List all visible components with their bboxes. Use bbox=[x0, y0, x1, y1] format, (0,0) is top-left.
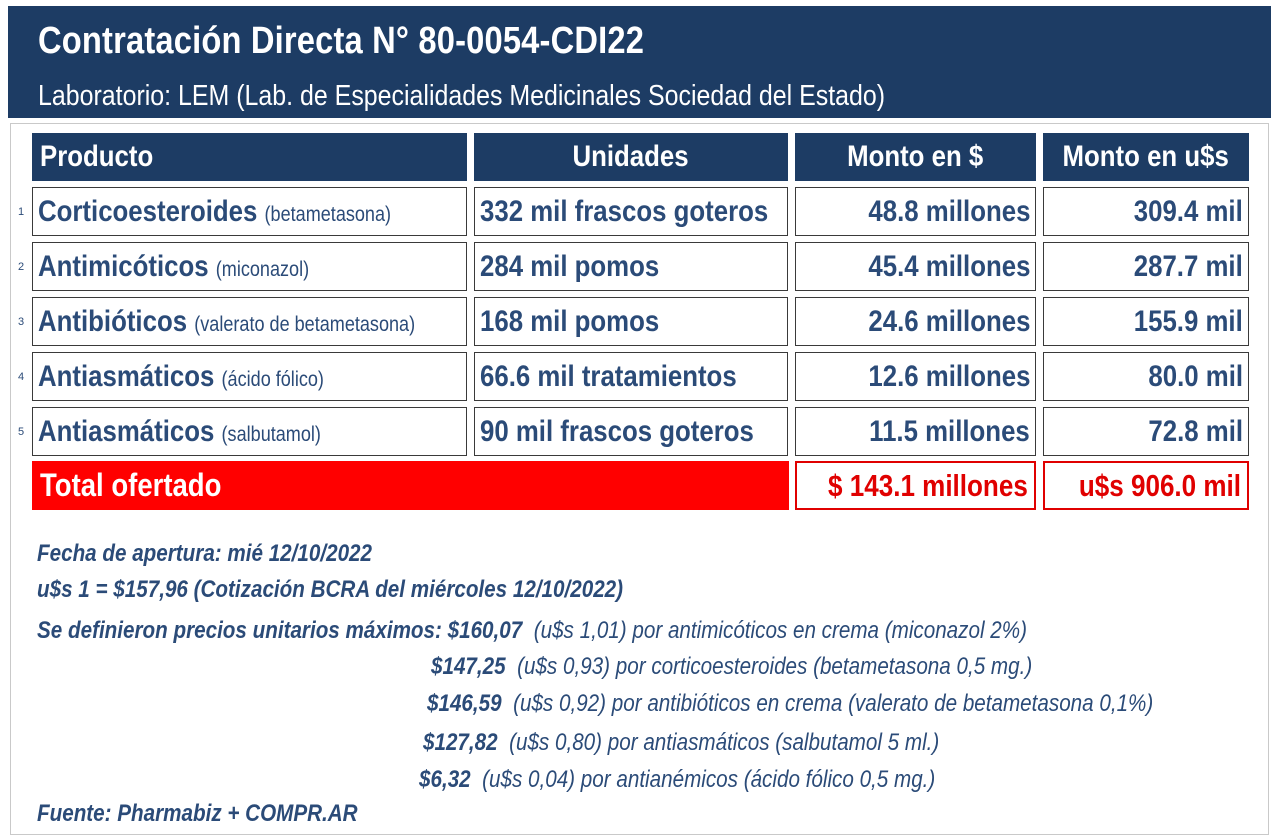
row-number: 3 bbox=[18, 316, 25, 328]
table-cell-units: 332 mil frascos goteros bbox=[474, 187, 788, 236]
table-cell-ars: 12.6 millones bbox=[795, 352, 1036, 401]
exchange-rate: u$s 1 = $157,96 (Cotización BCRA del mié… bbox=[37, 576, 624, 603]
column-header-producto: Producto bbox=[32, 133, 467, 181]
table-cell-usd: 72.8 mil bbox=[1043, 407, 1249, 456]
max-prices-line: Se definieron precios unitarios máximos:… bbox=[37, 617, 1027, 644]
table-cell-ars: 45.4 millones bbox=[795, 242, 1036, 291]
source-line: Fuente: Pharmabiz + COMPR.AR bbox=[37, 800, 358, 827]
total-ars: $ 143.1 millones bbox=[795, 461, 1036, 510]
table-cell-product: Corticoesteroides (betametasona) bbox=[32, 187, 467, 236]
page-title: Contratación Directa N° 80-0054-CDI22 bbox=[38, 20, 645, 62]
table-cell-product: Antiasmáticos (salbutamol) bbox=[32, 407, 467, 456]
max-prices-line: $146,59 (u$s 0,92) por antibióticos en c… bbox=[427, 690, 1154, 717]
content-frame bbox=[10, 123, 1269, 835]
table-cell-usd: 309.4 mil bbox=[1043, 187, 1249, 236]
column-header-monto-dolares: Monto en u$s bbox=[1043, 133, 1249, 181]
row-number: 1 bbox=[18, 206, 25, 218]
table-cell-product: Antibióticos (valerato de betametasona) bbox=[32, 297, 467, 346]
column-header-unidades: Unidades bbox=[474, 133, 788, 181]
row-number: 5 bbox=[18, 426, 25, 438]
max-prices-line: $147,25 (u$s 0,93) por corticoesteroides… bbox=[431, 653, 1033, 680]
table-cell-product: Antiasmáticos (ácido fólico) bbox=[32, 352, 467, 401]
table-cell-ars: 48.8 millones bbox=[795, 187, 1036, 236]
table-cell-ars: 24.6 millones bbox=[795, 297, 1036, 346]
max-prices-line: $6,32 (u$s 0,04) por antianémicos (ácido… bbox=[419, 766, 936, 793]
table-cell-ars: 11.5 millones bbox=[795, 407, 1036, 456]
table-cell-usd: 80.0 mil bbox=[1043, 352, 1249, 401]
page-subtitle: Laboratorio: LEM (Lab. de Especialidades… bbox=[38, 80, 886, 112]
column-header-monto-pesos: Monto en $ bbox=[795, 133, 1036, 181]
table-cell-units: 66.6 mil tratamientos bbox=[474, 352, 788, 401]
table-cell-units: 168 mil pomos bbox=[474, 297, 788, 346]
total-usd: u$s 906.0 mil bbox=[1043, 461, 1249, 510]
row-number: 4 bbox=[18, 371, 25, 383]
opening-date: Fecha de apertura: mié 12/10/2022 bbox=[37, 540, 373, 567]
max-prices-line: $127,82 (u$s 0,80) por antiasmáticos (sa… bbox=[423, 729, 940, 756]
table-cell-usd: 287.7 mil bbox=[1043, 242, 1249, 291]
table-cell-units: 284 mil pomos bbox=[474, 242, 788, 291]
table-cell-units: 90 mil frascos goteros bbox=[474, 407, 788, 456]
table-cell-usd: 155.9 mil bbox=[1043, 297, 1249, 346]
title-banner bbox=[8, 6, 1271, 118]
total-label: Total ofertado bbox=[32, 461, 789, 510]
table-cell-product: Antimicóticos (miconazol) bbox=[32, 242, 467, 291]
row-number: 2 bbox=[18, 261, 25, 273]
